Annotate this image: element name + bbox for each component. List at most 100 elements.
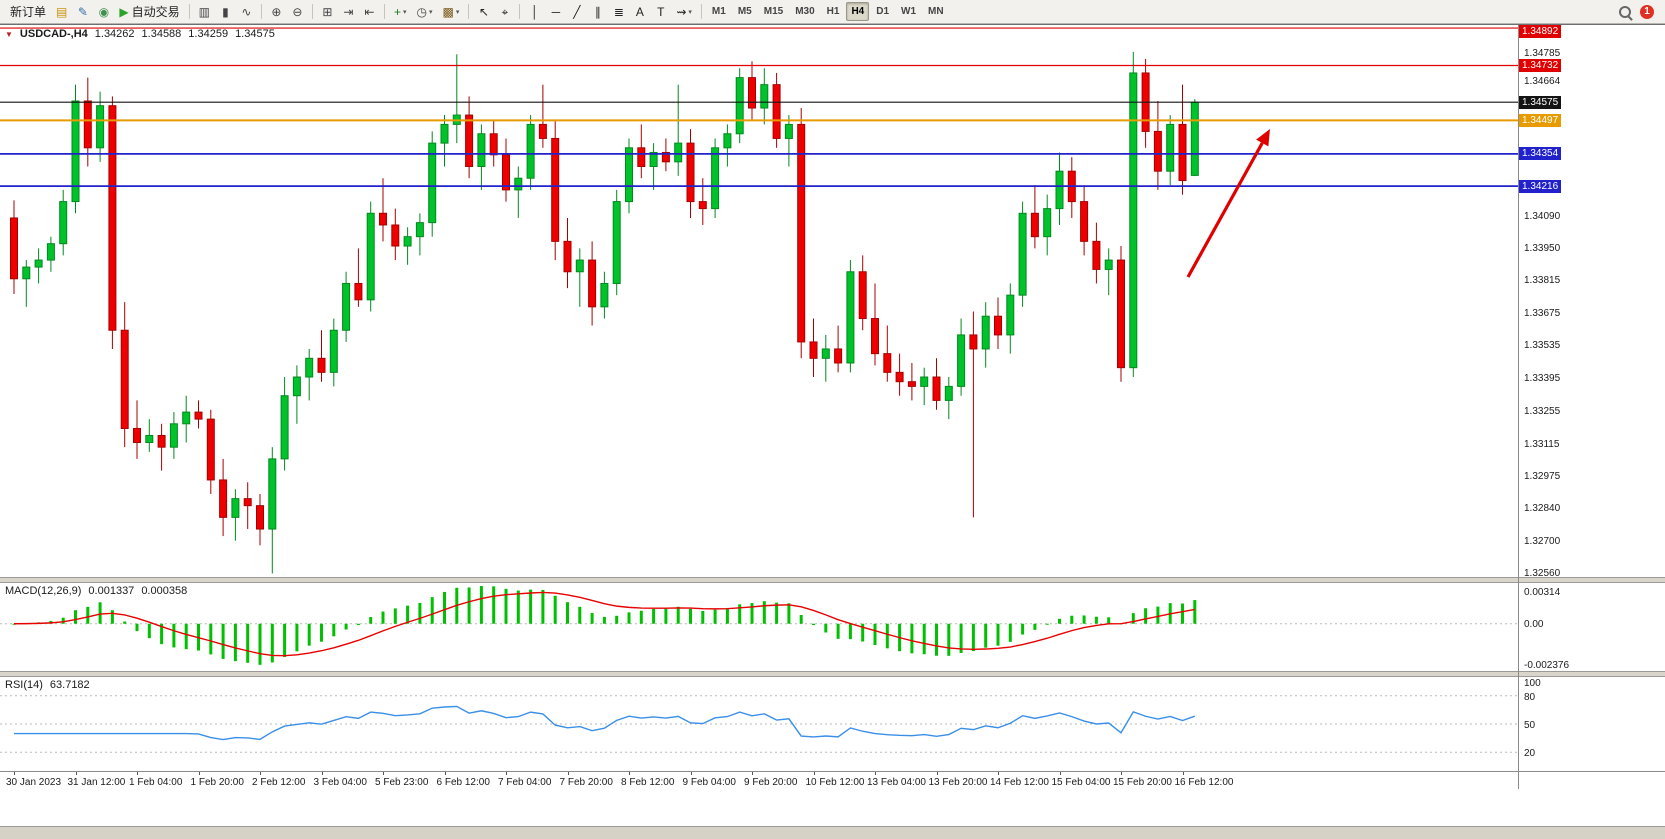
- time-axis[interactable]: 30 Jan 2023 31 Jan 12:00 1 Feb 04:00 1 Feb …: [0, 771, 1665, 794]
- price-chart-canvas[interactable]: [0, 25, 1518, 582]
- time-tick-label: 9 Feb 20:00: [744, 777, 798, 788]
- time-tick-label: 6 Feb 12:00: [436, 777, 490, 788]
- templates-button[interactable]: ▩ ▾: [438, 2, 463, 21]
- chart-shift-button[interactable]: ⇤: [360, 2, 379, 21]
- candlestick-chart-button[interactable]: ▮: [216, 2, 235, 21]
- rsi-label-row: RSI(14) 63.7182: [5, 679, 90, 691]
- pane-separator[interactable]: [0, 577, 1665, 583]
- line-chart-icon: ∿: [241, 4, 252, 19]
- fibonacci-button[interactable]: ≣: [609, 2, 628, 21]
- time-tick-label: 8 Feb 12:00: [621, 777, 675, 788]
- rsi-canvas[interactable]: [0, 677, 1518, 776]
- rsi-label: RSI(14): [5, 679, 43, 691]
- zoom-out-button[interactable]: ⊖: [288, 2, 307, 21]
- time-tick: [14, 772, 15, 775]
- time-tick: [813, 772, 815, 775]
- candlestick-chart-icon: ▮: [222, 4, 229, 19]
- timeframe-mn-button[interactable]: MN: [923, 2, 949, 21]
- autotrading-button[interactable]: ▶ 自动交易: [115, 2, 183, 21]
- periods-button[interactable]: ◷ ▾: [412, 2, 436, 21]
- time-tick-label: 30 Jan 2023: [6, 777, 62, 788]
- price-tick-label: 1.32560: [1524, 568, 1561, 580]
- ohlc-close: 1.34575: [235, 28, 275, 40]
- time-tick-label: 3 Feb 04:00: [313, 777, 367, 788]
- macd-value-main: 0.001337: [88, 585, 135, 597]
- line-chart-button[interactable]: ∿: [237, 2, 256, 21]
- notification-count: 1: [1644, 6, 1650, 17]
- timeframe-d1-button[interactable]: D1: [871, 2, 894, 21]
- time-tick-label: 1 Feb 20:00: [190, 777, 244, 788]
- timeframe-m30-button[interactable]: M30: [790, 2, 819, 21]
- horizontal-line-button[interactable]: ─: [546, 2, 565, 21]
- toolbar-separator: [188, 4, 190, 19]
- search-button[interactable]: [1618, 5, 1633, 21]
- timeframe-h1-button[interactable]: H1: [822, 2, 845, 21]
- time-tick-label: 13 Feb 20:00: [928, 777, 988, 788]
- notification-badge[interactable]: 1: [1640, 4, 1654, 19]
- trendline-button[interactable]: ╱: [567, 2, 586, 21]
- time-tick-label: 15 Feb 20:00: [1113, 777, 1172, 788]
- new-order-label: 新订单: [10, 5, 47, 19]
- arrows-button[interactable]: ⇝ ▾: [672, 2, 696, 21]
- time-tick-label: 5 Feb 23:00: [375, 777, 429, 788]
- bar-chart-button[interactable]: ▥: [195, 2, 214, 21]
- price-level-badge: 1.34732: [1519, 58, 1562, 72]
- tile-windows-icon: ⊞: [322, 4, 333, 19]
- timeframe-m5-button[interactable]: M5: [733, 2, 757, 21]
- price-pane[interactable]: ▼ USDCAD-,H4 1.34262 1.34588 1.34259 1.3…: [0, 25, 1665, 580]
- crosshair-icon: ⌖: [501, 4, 509, 19]
- timeframe-m15-button[interactable]: M15: [759, 2, 788, 21]
- macd-canvas[interactable]: [0, 583, 1518, 676]
- time-tick: [998, 772, 999, 775]
- pane-separator[interactable]: [0, 671, 1665, 677]
- equidistant-channel-button[interactable]: ∥: [588, 2, 607, 21]
- time-tick: [567, 772, 569, 775]
- macd-pane[interactable]: MACD(12,26,9) 0.001337 0.000358 0.00314 0…: [0, 583, 1665, 671]
- price-tick-label: 1.33255: [1524, 405, 1561, 417]
- text-button[interactable]: A: [630, 2, 649, 21]
- text-icon: A: [635, 4, 644, 19]
- time-tick-label: 1 Feb 04:00: [129, 777, 183, 788]
- timeframe-h4-button[interactable]: H4: [846, 2, 870, 21]
- cursor-button[interactable]: ↖: [474, 2, 493, 21]
- symbol-menu-icon[interactable]: ▼: [5, 29, 13, 39]
- help-icon: ◉: [98, 4, 110, 19]
- timeframe-group: M1 M5 M15 M30 H1 H4 D1 W1 MN: [706, 2, 950, 21]
- arrows-icon: ⇝: [676, 4, 687, 19]
- macd-label: MACD(12,26,9): [5, 585, 82, 597]
- tile-windows-button[interactable]: ⊞: [318, 2, 337, 21]
- toolbar-separator: [519, 4, 521, 19]
- price-axis-divider: [1518, 25, 1519, 789]
- rsi-tick-label: 80: [1524, 691, 1536, 703]
- new-order-button[interactable]: 新订单: [6, 2, 50, 21]
- time-tick: [321, 772, 323, 775]
- text-label-button[interactable]: T: [651, 2, 670, 21]
- rsi-tick-label: 20: [1524, 748, 1536, 760]
- periods-icon: ◷: [416, 4, 427, 19]
- metaeditor-icon: ✎: [77, 4, 88, 19]
- price-tick-label: 1.32840: [1524, 503, 1561, 514]
- rsi-value: 63.7182: [49, 679, 90, 691]
- timeframe-m1-button[interactable]: M1: [707, 2, 731, 21]
- vertical-line-button[interactable]: │: [525, 2, 544, 21]
- cursor-icon: ↖: [478, 4, 489, 19]
- metaeditor-button[interactable]: ✎: [73, 2, 92, 21]
- crosshair-button[interactable]: ⌖: [495, 2, 514, 21]
- time-tick: [1121, 772, 1122, 775]
- time-tick: [1059, 772, 1061, 775]
- charts-icon: ▤: [56, 4, 68, 19]
- price-level-badge: 1.34216: [1519, 179, 1562, 193]
- auto-scroll-button[interactable]: ⇥: [339, 2, 358, 21]
- indicators-button[interactable]: + ▾: [390, 2, 411, 21]
- macd-tick-label: 0.00314: [1524, 587, 1561, 598]
- top-toolbar: 新订单 ▤ ✎ ◉ ▶ 自动交易 ▥ ▮ ∿ ⊕ ⊖ ⊞ ⇥ ⇤ + ▾ ◷ ▾ ▩ ▾ ↖ ⌖ │ ─ ╱ ∥ ≣ A T ⇝ ▾…: [0, 0, 1665, 24]
- zoom-in-button[interactable]: ⊕: [267, 2, 286, 21]
- price-level-badge: 1.34575: [1519, 95, 1562, 109]
- help-button[interactable]: ◉: [94, 2, 113, 21]
- symbol-period-label: USDCAD-,H4: [19, 28, 88, 40]
- rsi-pane[interactable]: RSI(14) 63.7182 100 80 50 20: [0, 677, 1665, 771]
- time-tick-label: 14 Feb 12:00: [990, 777, 1049, 788]
- time-tick: [752, 772, 753, 775]
- timeframe-w1-button[interactable]: W1: [896, 2, 921, 21]
- charts-button[interactable]: ▤: [52, 2, 71, 21]
